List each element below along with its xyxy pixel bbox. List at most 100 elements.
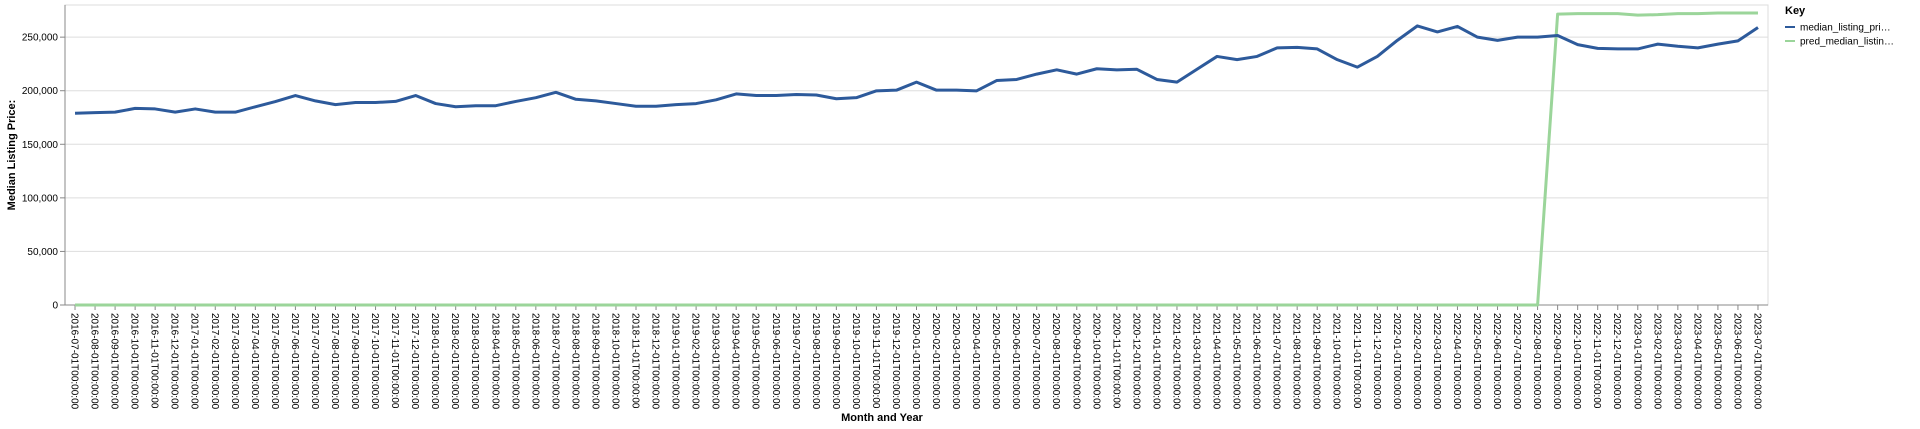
x-tick-label: 2021-01-01T00:00:00: [1150, 313, 1161, 410]
x-tick-label: 2018-10-01T00:00:00: [609, 313, 620, 410]
x-tick-label: 2019-06-01T00:00:00: [770, 313, 781, 410]
x-tick-label: 2022-09-01T00:00:00: [1551, 313, 1562, 410]
x-tick-label: 2019-05-01T00:00:00: [750, 313, 761, 410]
x-tick-label: 2017-11-01T00:00:00: [389, 313, 400, 409]
x-tick-label: 2016-10-01T00:00:00: [129, 313, 140, 410]
x-tick-label: 2018-06-01T00:00:00: [529, 313, 540, 410]
x-tick-label: 2020-11-01T00:00:00: [1110, 313, 1121, 409]
legend-title: Key: [1785, 5, 1806, 17]
x-tick-label: 2016-07-01T00:00:00: [69, 313, 80, 410]
x-tick-label: 2018-09-01T00:00:00: [589, 313, 600, 410]
x-tick-label: 2022-10-01T00:00:00: [1571, 313, 1582, 410]
x-tick-label: 2021-03-01T00:00:00: [1190, 313, 1201, 410]
x-tick-label: 2023-07-01T00:00:00: [1751, 313, 1762, 410]
x-tick-label: 2018-03-01T00:00:00: [469, 313, 480, 410]
x-tick-label: 2018-12-01T00:00:00: [650, 313, 661, 410]
x-tick-label: 2022-02-01T00:00:00: [1411, 313, 1422, 410]
x-tick-label: 2021-12-01T00:00:00: [1371, 313, 1382, 410]
x-tick-label: 2019-07-01T00:00:00: [790, 313, 801, 410]
x-tick-label: 2017-07-01T00:00:00: [309, 313, 320, 410]
x-tick-label: 2020-02-01T00:00:00: [930, 313, 941, 410]
x-tick-label: 2022-08-01T00:00:00: [1531, 313, 1542, 410]
x-tick-label: 2020-09-01T00:00:00: [1070, 313, 1081, 410]
legend-label: median_listing_pri…: [1800, 23, 1891, 34]
y-tick-label: 150,000: [22, 140, 59, 151]
x-tick-label: 2018-07-01T00:00:00: [549, 313, 560, 410]
y-tick-label: 200,000: [22, 86, 59, 97]
x-tick-label: 2020-06-01T00:00:00: [1010, 313, 1021, 410]
x-tick-label: 2021-02-01T00:00:00: [1170, 313, 1181, 410]
x-tick-label: 2020-12-01T00:00:00: [1130, 313, 1141, 410]
x-tick-label: 2023-02-01T00:00:00: [1651, 313, 1662, 410]
x-tick-label: 2021-11-01T00:00:00: [1351, 313, 1362, 409]
x-tick-label: 2017-10-01T00:00:00: [369, 313, 380, 410]
x-tick-label: 2017-05-01T00:00:00: [269, 313, 280, 410]
x-tick-label: 2020-04-01T00:00:00: [970, 313, 981, 410]
x-tick-label: 2018-08-01T00:00:00: [569, 313, 580, 410]
x-tick-label: 2016-11-01T00:00:00: [149, 313, 160, 409]
x-tick-label: 2019-03-01T00:00:00: [710, 313, 721, 410]
x-tick-label: 2023-05-01T00:00:00: [1711, 313, 1722, 410]
x-tick-label: 2022-11-01T00:00:00: [1591, 313, 1602, 409]
x-tick-label: 2017-04-01T00:00:00: [249, 313, 260, 410]
x-axis-title: Month and Year: [841, 412, 923, 424]
x-tick-label: 2020-05-01T00:00:00: [990, 313, 1001, 410]
x-tick-label: 2017-12-01T00:00:00: [409, 313, 420, 410]
x-tick-label: 2018-11-01T00:00:00: [630, 313, 641, 409]
x-tick-label: 2019-02-01T00:00:00: [690, 313, 701, 410]
x-tick-label: 2017-09-01T00:00:00: [349, 313, 360, 410]
series-line: [74, 24, 1759, 115]
x-tick-label: 2021-08-01T00:00:00: [1291, 313, 1302, 410]
x-tick-label: 2017-03-01T00:00:00: [229, 313, 240, 410]
x-tick-label: 2017-02-01T00:00:00: [209, 313, 220, 410]
x-tick-label: 2019-09-01T00:00:00: [830, 313, 841, 410]
x-tick-label: 2017-06-01T00:00:00: [289, 313, 300, 410]
x-tick-label: 2020-10-01T00:00:00: [1090, 313, 1101, 410]
x-tick-label: 2020-03-01T00:00:00: [950, 313, 961, 410]
x-tick-label: 2022-01-01T00:00:00: [1391, 313, 1402, 410]
x-tick-label: 2020-01-01T00:00:00: [910, 313, 921, 410]
x-tick-label: 2016-09-01T00:00:00: [109, 313, 120, 410]
x-tick-label: 2019-12-01T00:00:00: [890, 313, 901, 410]
x-tick-label: 2019-08-01T00:00:00: [810, 313, 821, 410]
x-tick-label: 2022-07-01T00:00:00: [1511, 313, 1522, 410]
x-tick-label: 2019-01-01T00:00:00: [670, 313, 681, 410]
x-tick-label: 2018-04-01T00:00:00: [489, 313, 500, 410]
y-tick-label: 50,000: [27, 247, 58, 258]
x-tick-label: 2017-08-01T00:00:00: [329, 313, 340, 410]
x-tick-label: 2021-09-01T00:00:00: [1311, 313, 1322, 410]
x-tick-label: 2023-04-01T00:00:00: [1691, 313, 1702, 410]
x-tick-label: 2020-07-01T00:00:00: [1030, 313, 1041, 410]
x-tick-label: 2022-04-01T00:00:00: [1451, 313, 1462, 410]
x-tick-label: 2022-06-01T00:00:00: [1491, 313, 1502, 410]
x-tick-label: 2021-10-01T00:00:00: [1331, 313, 1342, 410]
x-tick-label: 2017-01-01T00:00:00: [189, 313, 200, 410]
x-tick-label: 2021-04-01T00:00:00: [1211, 313, 1222, 410]
y-tick-label: 0: [52, 301, 58, 312]
series-line: [75, 11, 1758, 307]
x-tick-label: 2021-07-01T00:00:00: [1271, 313, 1282, 410]
x-tick-label: 2016-12-01T00:00:00: [169, 313, 180, 410]
x-tick-label: 2018-02-01T00:00:00: [449, 313, 460, 410]
x-tick-label: 2019-04-01T00:00:00: [730, 313, 741, 410]
x-tick-label: 2019-10-01T00:00:00: [850, 313, 861, 410]
x-tick-label: 2023-03-01T00:00:00: [1671, 313, 1682, 410]
x-tick-label: 2018-01-01T00:00:00: [429, 313, 440, 410]
x-tick-label: 2023-01-01T00:00:00: [1631, 313, 1642, 410]
x-tick-label: 2018-05-01T00:00:00: [509, 313, 520, 410]
x-tick-label: 2021-05-01T00:00:00: [1231, 313, 1242, 410]
x-tick-label: 2021-06-01T00:00:00: [1251, 313, 1262, 410]
x-tick-label: 2020-08-01T00:00:00: [1050, 313, 1061, 410]
x-tick-label: 2022-03-01T00:00:00: [1431, 313, 1442, 410]
y-tick-label: 250,000: [22, 33, 59, 44]
plot-frame: [64, 4, 1769, 306]
x-tick-label: 2022-12-01T00:00:00: [1611, 313, 1622, 410]
y-axis-title: Median Listing Price:: [6, 100, 18, 211]
x-tick-label: 2016-08-01T00:00:00: [89, 313, 100, 410]
y-tick-label: 100,000: [22, 193, 59, 204]
x-tick-label: 2019-11-01T00:00:00: [870, 313, 881, 409]
x-tick-label: 2022-05-01T00:00:00: [1471, 313, 1482, 410]
x-tick-label: 2023-06-01T00:00:00: [1731, 313, 1742, 410]
legend-label: pred_median_listin…: [1800, 37, 1894, 48]
